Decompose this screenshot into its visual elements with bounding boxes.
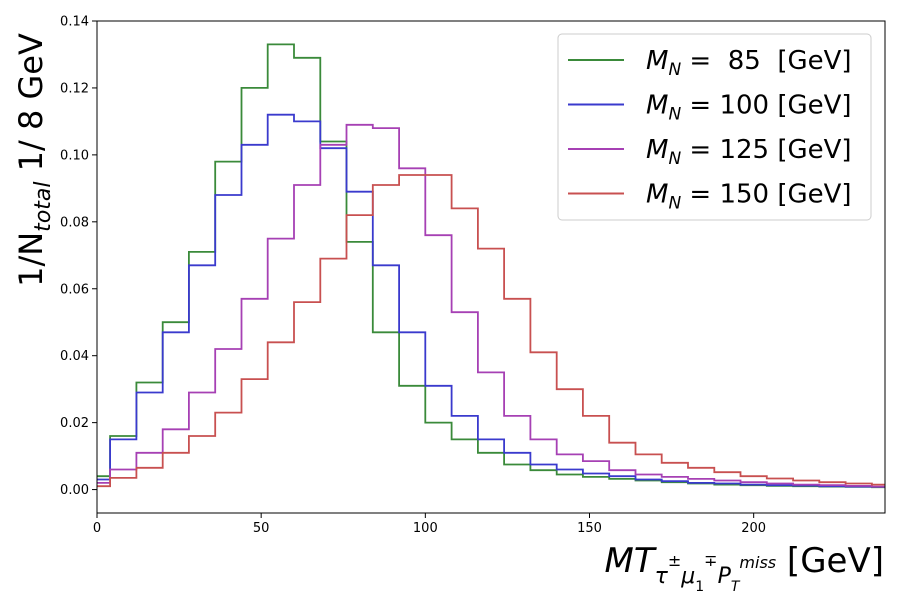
x-tick-label: 50 xyxy=(253,521,270,536)
series-line-1 xyxy=(97,113,885,488)
x-tick-label: 200 xyxy=(741,521,766,536)
y-tick-label: 0.04 xyxy=(60,349,89,364)
x-tick-label: 150 xyxy=(577,521,602,536)
y-tick-label: 0.00 xyxy=(60,483,89,498)
legend-label: MN = 100 [GeV] xyxy=(646,91,852,125)
y-axis-ticks: 0.00 0.02 0.04 0.06 0.08 0.10 0.12 0.14 xyxy=(60,15,97,498)
y-axis-label: 1/Ntotal 1/ 8 GeV xyxy=(12,33,56,287)
plot-frame xyxy=(96,20,886,514)
y-tick-label: 0.02 xyxy=(60,416,89,431)
y-tick-label: 0.06 xyxy=(60,282,89,297)
y-tick-label: 0.12 xyxy=(60,81,89,96)
x-tick-label: 100 xyxy=(413,521,438,536)
legend-label: MN = 85 [GeV] xyxy=(646,46,852,80)
y-tick-label: 0.10 xyxy=(60,148,89,163)
legend-entry: MN = 85 [GeV] xyxy=(568,46,852,80)
legend-entry: MN = 150 [GeV] xyxy=(568,180,852,214)
x-axis-label: MTτ±μ1∓PTmiss [GeV] xyxy=(604,541,884,595)
legend-entry: MN = 100 [GeV] xyxy=(568,91,852,125)
y-tick-label: 0.08 xyxy=(60,215,89,230)
legend-entry: MN = 125 [GeV] xyxy=(568,135,852,169)
legend-label: MN = 150 [GeV] xyxy=(646,180,852,214)
y-tick-label: 0.14 xyxy=(60,15,89,30)
legend-label: MN = 125 [GeV] xyxy=(646,135,852,169)
x-tick-label: 0 xyxy=(93,521,101,536)
series-line-3 xyxy=(97,174,885,488)
series-line-2 xyxy=(97,123,885,488)
x-axis-ticks: 0 50 100 150 200 xyxy=(93,513,766,536)
legend-box xyxy=(557,33,872,221)
legend: MN = 85 [GeV] MN = 100 [GeV] MN = 125 [GeV… xyxy=(557,33,872,221)
series-layer xyxy=(97,43,885,489)
